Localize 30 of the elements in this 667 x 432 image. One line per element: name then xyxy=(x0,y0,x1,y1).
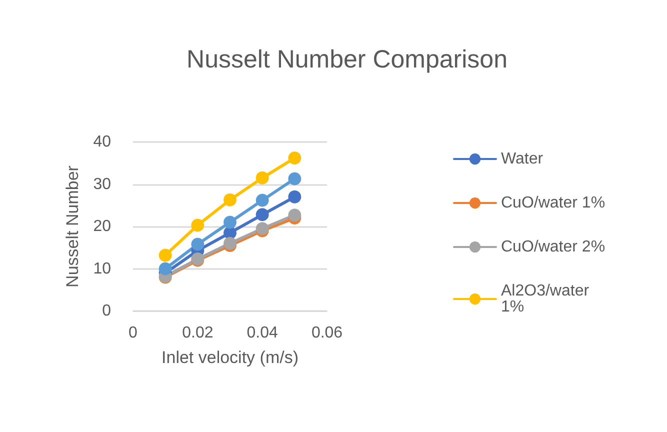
point xyxy=(224,193,236,206)
x-tick-label: 0 xyxy=(128,324,138,342)
chart-title: Nusselt Number Comparison xyxy=(186,46,508,74)
y-tick-label: 30 xyxy=(93,176,112,193)
point xyxy=(191,238,204,251)
x-tick-label: 0.06 xyxy=(311,324,343,342)
point xyxy=(256,194,269,207)
point xyxy=(158,262,172,276)
point xyxy=(191,218,204,232)
x-axis-title: Inlet velocity (m/s) xyxy=(162,348,298,367)
point xyxy=(256,208,269,222)
point xyxy=(288,172,302,186)
point xyxy=(288,152,302,165)
legend-label: Al2O3/water 1% xyxy=(501,282,594,316)
point xyxy=(256,171,269,184)
point xyxy=(158,248,172,262)
legend-label: CuO/water 2% xyxy=(501,238,606,256)
legend-label: CuO/water 1% xyxy=(501,194,606,212)
y-tick-label: 20 xyxy=(93,218,112,235)
y-tick-label: 10 xyxy=(93,260,112,278)
point xyxy=(288,208,302,222)
legend-label: Water xyxy=(501,150,544,168)
point xyxy=(224,236,236,250)
y-tick-label: 40 xyxy=(93,134,112,150)
point xyxy=(288,190,302,204)
y-tick-label: 0 xyxy=(102,302,112,320)
x-tick-label: 0.04 xyxy=(246,324,278,342)
point xyxy=(224,216,236,229)
y-axis-title: Nusselt Number xyxy=(63,165,82,288)
x-tick-label: 0.02 xyxy=(182,324,214,342)
